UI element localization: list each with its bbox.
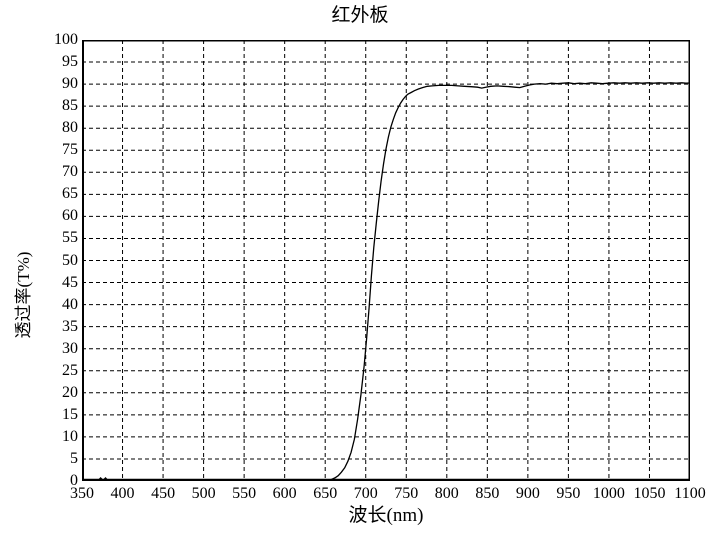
y-tick-label-25: 25 (62, 361, 78, 379)
y-tick-label-45: 45 (62, 273, 78, 291)
x-tick-label-900: 900 (515, 485, 540, 502)
plot-svg (82, 40, 690, 481)
transmittance-curve (82, 82, 690, 481)
transmittance-curve (82, 82, 690, 481)
y-tick-label-75: 75 (62, 141, 78, 159)
x-tick-label-750: 750 (394, 485, 419, 502)
y-tick-label-60: 60 (62, 207, 78, 225)
chart-title: 红外板 (331, 5, 389, 26)
x-tick-label-800: 800 (434, 485, 459, 502)
y-tick-label-90: 90 (62, 75, 78, 93)
x-axis-label: 波长(nm) (348, 505, 424, 526)
gridlines (82, 40, 690, 481)
x-tick-label-400: 400 (110, 485, 135, 502)
x-tick-label-950: 950 (556, 485, 581, 502)
y-tick-label-95: 95 (62, 53, 78, 71)
y-tick-label-100: 100 (54, 31, 78, 48)
y-tick-label-0: 0 (70, 472, 78, 489)
y-tick-label-85: 85 (62, 97, 78, 115)
y-tick-label-15: 15 (62, 405, 78, 423)
y-tick-label-50: 50 (62, 251, 78, 269)
x-tick-label-1000: 1000 (592, 485, 625, 502)
x-tick-label-650: 650 (313, 485, 338, 502)
y-tick-label-5: 5 (70, 449, 78, 467)
x-tick-label-850: 850 (475, 485, 500, 502)
y-tick-label-65: 65 (62, 185, 78, 203)
plot-border (82, 40, 690, 481)
x-tick-label-1100: 1100 (674, 485, 706, 502)
x-tick-label-350: 350 (70, 485, 94, 502)
x-tick-label-600: 600 (272, 485, 297, 502)
y-tick-label-40: 40 (62, 295, 78, 313)
y-tick-label-80: 80 (62, 119, 78, 137)
x-tick-label-1050: 1050 (633, 485, 666, 502)
x-tick-label-500: 500 (191, 485, 216, 502)
y-tick-label-55: 55 (62, 229, 78, 247)
x-tick-label-550: 550 (232, 485, 257, 502)
x-tick-label-700: 700 (353, 485, 378, 502)
y-tick-label-10: 10 (62, 427, 78, 445)
plot-area (82, 40, 690, 481)
x-tick-label-450: 450 (151, 485, 176, 502)
y-tick-label-70: 70 (62, 163, 78, 181)
y-tick-label-35: 35 (62, 317, 78, 335)
y-tick-label-20: 20 (62, 383, 78, 401)
y-tick-label-30: 30 (62, 339, 78, 357)
